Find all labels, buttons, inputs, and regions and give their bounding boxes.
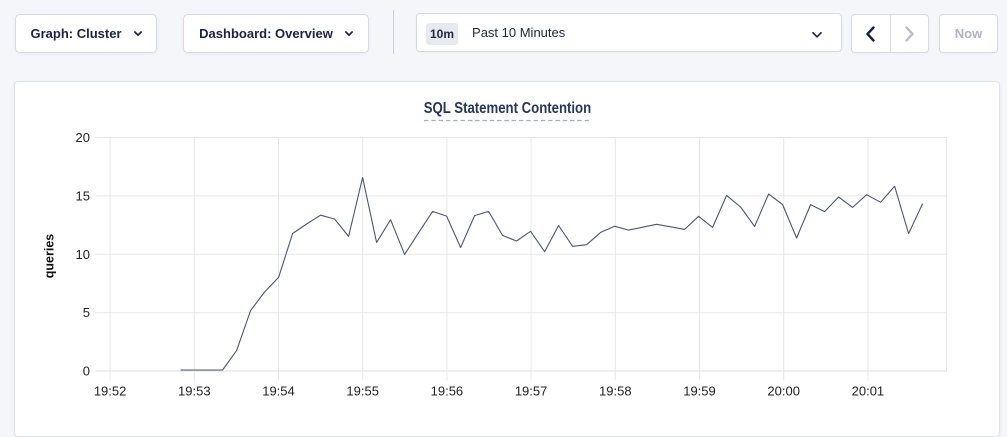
svg-text:19:53: 19:53 <box>178 383 211 398</box>
svg-text:20:01: 20:01 <box>852 383 885 398</box>
svg-text:20:00: 20:00 <box>767 383 800 398</box>
svg-text:0: 0 <box>83 364 90 379</box>
svg-text:19:54: 19:54 <box>262 383 295 398</box>
svg-text:19:59: 19:59 <box>683 383 716 398</box>
svg-text:19:56: 19:56 <box>431 383 464 398</box>
svg-text:19:58: 19:58 <box>599 383 632 398</box>
svg-text:5: 5 <box>83 305 90 320</box>
svg-text:19:55: 19:55 <box>346 383 379 398</box>
svg-text:10: 10 <box>76 247 90 262</box>
svg-text:19:52: 19:52 <box>94 383 127 398</box>
svg-text:19:57: 19:57 <box>515 383 548 398</box>
svg-text:queries: queries <box>43 234 57 279</box>
svg-text:20: 20 <box>76 130 90 145</box>
svg-text:15: 15 <box>76 188 90 203</box>
